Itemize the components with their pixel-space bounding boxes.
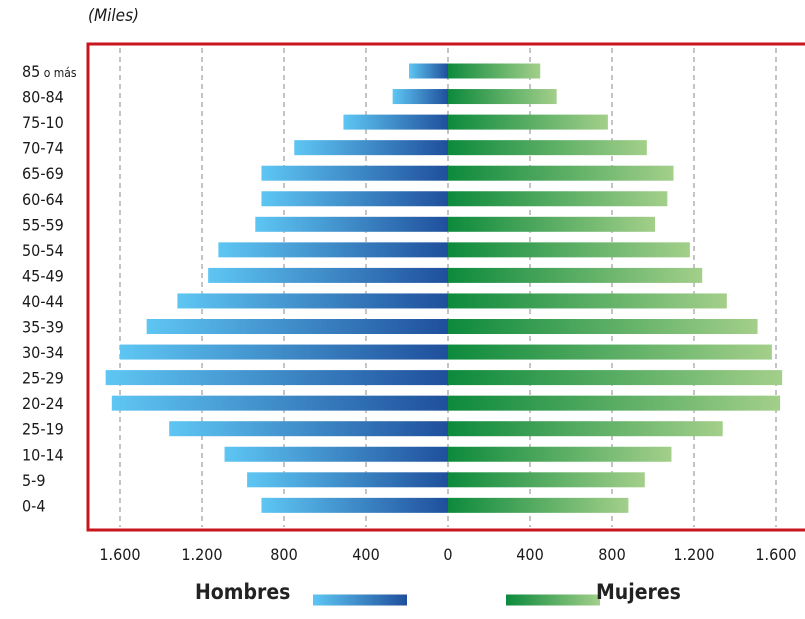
legend-hombres-swatch [313, 594, 407, 606]
bar-mujeres [448, 191, 668, 207]
bar-mujeres [448, 89, 557, 105]
bar-mujeres [448, 216, 656, 232]
bar-mujeres [448, 395, 781, 411]
bar-mujeres [448, 497, 629, 513]
bar-mujeres [448, 114, 608, 130]
x-tick-label: 400 [516, 545, 543, 560]
x-tick-label: 800 [270, 545, 297, 560]
y-category-label: 80-84 [22, 88, 64, 107]
bar-mujeres [448, 140, 647, 156]
x-tick-label: 400 [352, 545, 379, 560]
y-category-label: 25-29 [22, 369, 64, 388]
y-category-label: 5-9 [22, 471, 46, 490]
bar-mujeres [448, 319, 758, 334]
bar-mujeres [448, 242, 690, 258]
bar-mujeres [448, 472, 645, 488]
legend-hombres-label: Hombres [195, 580, 291, 604]
bar-hombres [409, 63, 448, 79]
units-label: (Miles) [88, 6, 140, 26]
bar-hombres [247, 472, 448, 488]
x-tick-label: 0 [443, 545, 452, 560]
y-category-label: 45-49 [22, 266, 64, 285]
bar-mujeres [448, 446, 672, 462]
bar-hombres [392, 89, 448, 105]
bar-hombres [111, 395, 449, 411]
y-category-label: 70-74 [22, 139, 64, 158]
x-tick-label: 800 [598, 545, 625, 560]
bar-hombres [146, 319, 448, 334]
bar-hombres [218, 242, 448, 258]
bar-mujeres [448, 165, 674, 181]
bar-mujeres [448, 370, 783, 386]
x-tick-label: 1.200 [673, 545, 714, 560]
legend-mujeres-swatch [506, 594, 600, 606]
bar-mujeres [448, 293, 727, 309]
bar-mujeres [448, 344, 772, 360]
y-category-label: 25-19 [22, 420, 64, 439]
y-category-label: 0-4 [22, 496, 46, 515]
x-tick-label: 1.200 [181, 545, 222, 560]
bar-hombres [120, 344, 448, 360]
bar-hombres [255, 216, 448, 232]
bar-hombres [208, 267, 448, 283]
x-tick-label: 1.600 [99, 545, 140, 560]
y-category-label: 35-39 [22, 318, 64, 337]
y-category-label: 85 o más [22, 62, 77, 81]
y-category-label: 40-44 [22, 292, 64, 311]
bar-mujeres [448, 63, 541, 79]
bar-hombres [261, 191, 448, 207]
bar-hombres [224, 446, 448, 462]
bar-hombres [343, 114, 448, 130]
bar-hombres [105, 370, 449, 386]
y-category-label: 75-10 [22, 113, 64, 132]
bar-hombres [261, 497, 448, 513]
bar-mujeres [448, 421, 723, 437]
bar-mujeres [448, 267, 703, 283]
y-category-label: 55-59 [22, 215, 64, 234]
x-tick-label: 1.600 [755, 545, 796, 560]
y-category-label: 20-24 [22, 394, 64, 413]
y-category-label: 30-34 [22, 343, 64, 362]
bar-hombres [294, 140, 448, 156]
bar-hombres [261, 165, 448, 181]
y-category-label: 10-14 [22, 445, 64, 464]
y-category-label: 50-54 [22, 241, 64, 260]
y-category-label: 65-69 [22, 164, 64, 183]
bar-hombres [177, 293, 448, 309]
plot-frame [86, 42, 805, 532]
y-category-label: 60-64 [22, 190, 64, 209]
bar-hombres [169, 421, 448, 437]
population-pyramid-chart: 85 o más 80-84 75-10 70-74 65-69 60-64 55-59 50… [22, 42, 805, 560]
legend-mujeres-label: Mujeres [596, 580, 681, 604]
